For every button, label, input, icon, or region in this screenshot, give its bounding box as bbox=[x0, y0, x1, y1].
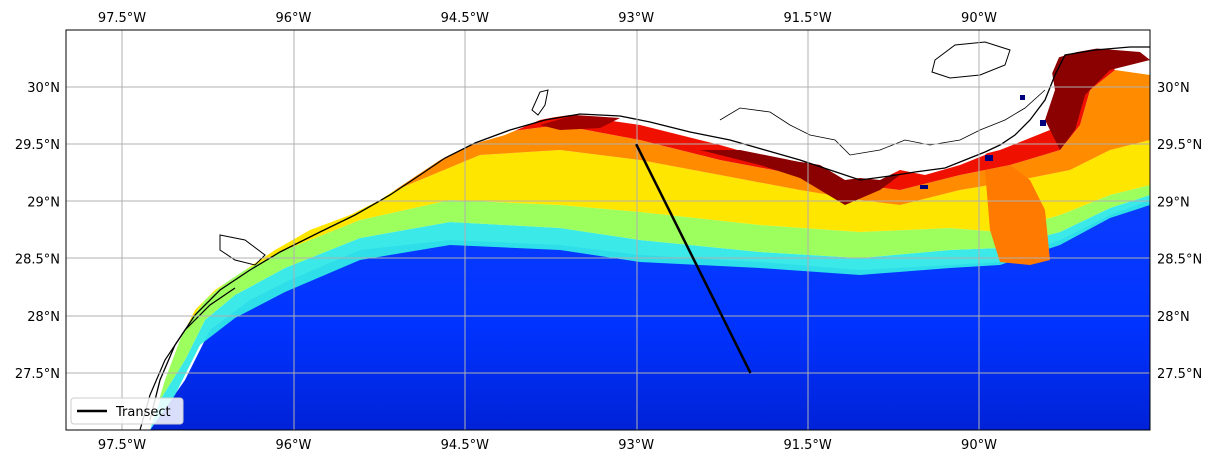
coastal-darkred-band bbox=[700, 150, 900, 205]
lake-outline bbox=[931, 41, 1011, 79]
y-tick-label-right: 27.5°N bbox=[1157, 367, 1202, 382]
x-tick-label-top: 93°W bbox=[618, 11, 654, 26]
island-outline bbox=[531, 89, 549, 116]
x-tick-label-bottom: 91.5°W bbox=[783, 438, 831, 453]
x-tick-label-top: 97.5°W bbox=[98, 11, 146, 26]
marsh-outline bbox=[719, 89, 1046, 156]
coastal-darkred-band-west bbox=[540, 115, 620, 130]
x-tick-label-bottom: 97.5°W bbox=[98, 438, 146, 453]
x-tick-label-bottom: 96°W bbox=[275, 438, 311, 453]
x-tick-label-top: 91.5°W bbox=[783, 11, 831, 26]
shelf-green-band bbox=[160, 185, 1150, 400]
speck bbox=[985, 155, 993, 161]
x-tick-label-bottom: 94.5°W bbox=[441, 438, 489, 453]
y-axis-left-ticks: 30°N 29.5°N 29°N 28.5°N 28°N 27.5°N bbox=[15, 81, 60, 382]
x-tick-label-bottom: 93°W bbox=[618, 438, 654, 453]
x-axis-top-ticks: 97.5°W 96°W 94.5°W 93°W 91.5°W 90°W bbox=[98, 11, 997, 26]
land-area bbox=[66, 30, 1150, 430]
y-tick-label-right: 28°N bbox=[1157, 310, 1190, 325]
mid-shelf-cyan-band bbox=[150, 195, 1150, 430]
speck bbox=[1020, 95, 1025, 100]
legend-box bbox=[70, 397, 184, 425]
y-tick-label-right: 29.5°N bbox=[1157, 138, 1202, 153]
x-tick-label-top: 96°W bbox=[275, 11, 311, 26]
plot-frame bbox=[65, 29, 1151, 431]
x-tick-label-top: 90°W bbox=[961, 11, 997, 26]
y-tick-label-left: 29°N bbox=[27, 195, 60, 210]
y-tick-label-right: 30°N bbox=[1157, 81, 1190, 96]
x-tick-label-bottom: 90°W bbox=[961, 438, 997, 453]
plume-orange-patch bbox=[985, 165, 1050, 265]
y-tick-label-left: 27.5°N bbox=[15, 367, 60, 382]
y-tick-label-left: 29.5°N bbox=[15, 138, 60, 153]
y-tick-label-left: 28°N bbox=[27, 310, 60, 325]
y-tick-label-left: 28.5°N bbox=[15, 253, 60, 268]
gridlines bbox=[66, 30, 1150, 430]
coastline bbox=[149, 46, 1150, 421]
speck bbox=[1040, 120, 1046, 126]
legend: Transect bbox=[70, 397, 184, 425]
coastal-darkred-band-east bbox=[1045, 48, 1150, 150]
x-axis-bottom-ticks: 97.5°W 96°W 94.5°W 93°W 91.5°W 90°W bbox=[98, 438, 997, 453]
nearshore-yellow-band bbox=[160, 140, 1150, 370]
speck bbox=[920, 185, 928, 189]
transect-line bbox=[635, 143, 752, 374]
y-tick-label-right: 29°N bbox=[1157, 195, 1190, 210]
y-tick-label-left: 30°N bbox=[27, 81, 60, 96]
y-axis-right-ticks: 30°N 29.5°N 29°N 28.5°N 28°N 27.5°N bbox=[1157, 81, 1202, 382]
bay-outline bbox=[219, 234, 266, 266]
x-tick-label-top: 94.5°W bbox=[441, 11, 489, 26]
legend-transect-label: Transect bbox=[115, 405, 171, 420]
y-tick-label-right: 28.5°N bbox=[1157, 253, 1202, 268]
ocean-field bbox=[66, 30, 1150, 430]
